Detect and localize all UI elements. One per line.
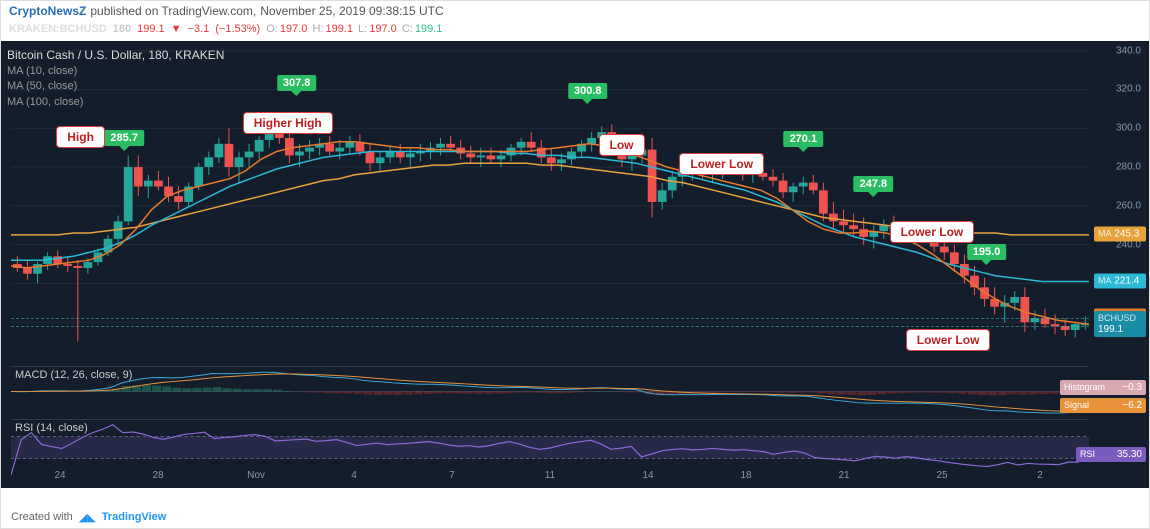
price-tag-ma: MA 245.3	[1094, 227, 1146, 242]
price-pin: 307.8	[277, 75, 317, 91]
ohlc-block: O:197.0 H:199.1 L:197.0 C:199.1	[266, 23, 444, 35]
price-pin: 270.1	[784, 131, 824, 147]
time-tick: 11	[501, 470, 599, 488]
price-pin: 300.8	[568, 83, 608, 99]
rsi-svg	[11, 420, 1089, 475]
callout-label: Higher High	[243, 112, 333, 134]
callout-label: Lower Low	[906, 329, 991, 351]
ohlc-close: 199.1	[415, 23, 443, 35]
interval: 180	[113, 23, 131, 35]
time-tick: Nov	[207, 470, 305, 488]
price-tag-ma: MA 221.4	[1094, 273, 1146, 288]
support-line	[11, 318, 1089, 319]
callout-label: Low	[599, 134, 645, 156]
tradingview-text: TradingView	[102, 511, 167, 523]
callout-label: Lower Low	[679, 153, 764, 175]
time-tick: 25	[893, 470, 991, 488]
tradingview-logo-icon: ◢◣	[79, 511, 96, 524]
callout-label: Lower Low	[890, 221, 975, 243]
time-tick: 14	[599, 470, 697, 488]
arrow-down-icon: ▼	[171, 23, 182, 35]
price-pane[interactable]: 285.7 307.8 300.8 270.1 247.8 195.0 High Highe…	[11, 41, 1089, 361]
time-tick: 7	[403, 470, 501, 488]
price-pin: 285.7	[104, 130, 144, 146]
price-pin: 247.8	[854, 176, 894, 192]
price-pin: 195.0	[967, 244, 1007, 260]
rsi-pane[interactable]: RSI (14, close)	[11, 419, 1089, 475]
footer-text: Created with	[11, 511, 73, 523]
macd-pane[interactable]: MACD (12, 26, close, 9)	[11, 366, 1089, 416]
publish-bar: CryptoNewsZ published on TradingView.com…	[1, 1, 1149, 21]
rsi-tag: RSI 35.30	[1076, 447, 1146, 462]
macd-tag: Signal −6.2	[1060, 398, 1146, 413]
time-tick: 4	[305, 470, 403, 488]
support-line	[11, 326, 1089, 327]
price-tag-bchusd: BCHUSD 199.1	[1094, 311, 1146, 337]
price-change-pct: (−1.53%)	[215, 23, 260, 35]
time-tick: 24	[11, 470, 109, 488]
publish-timestamp: November 25, 2019 09:38:15 UTC	[260, 4, 443, 18]
publisher-name: CryptoNewsZ	[9, 4, 86, 18]
ohlc-high: 199.1	[325, 23, 353, 35]
ohlc-open: 197.0	[280, 23, 308, 35]
callout-label: High	[56, 126, 105, 148]
symbol-name: KRAKEN:BCHUSD	[9, 23, 107, 35]
chart-area[interactable]: Bitcoin Cash / U.S. Dollar, 180, KRAKEN …	[1, 41, 1149, 488]
price-change: −3.1	[188, 23, 210, 35]
price-svg	[11, 41, 1089, 361]
publish-text: published on TradingView.com,	[90, 4, 256, 18]
ohlc-low: 197.0	[369, 23, 397, 35]
time-axis: 2428Nov4711141821252	[11, 470, 1089, 488]
macd-tag: Histogram −0.3	[1060, 380, 1146, 395]
time-tick: 18	[697, 470, 795, 488]
time-tick: 28	[109, 470, 207, 488]
macd-svg	[11, 367, 1089, 416]
symbol-line: KRAKEN:BCHUSD 180 199.1 ▼ −3.1 (−1.53%) …	[1, 21, 1149, 37]
last-price: 199.1	[137, 23, 165, 35]
time-tick: 2	[991, 470, 1089, 488]
chart-container: CryptoNewsZ published on TradingView.com…	[0, 0, 1150, 529]
time-tick: 21	[795, 470, 893, 488]
footer: Created with ◢◣ TradingView	[1, 506, 1149, 528]
